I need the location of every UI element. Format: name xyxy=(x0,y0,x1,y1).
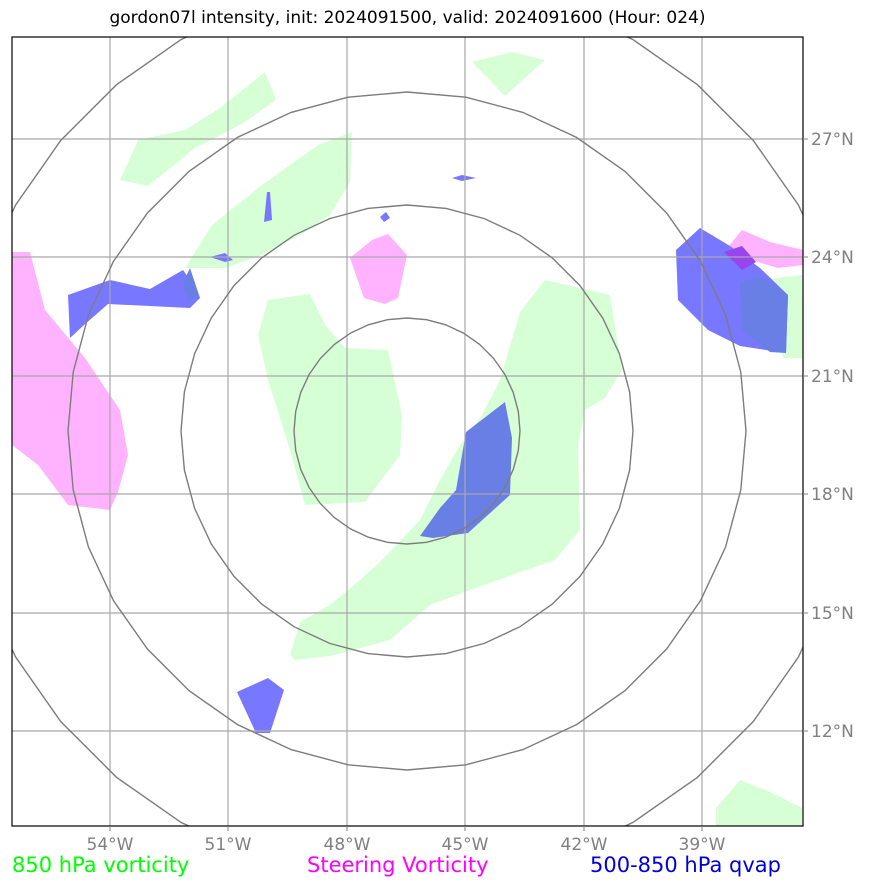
qvap-area xyxy=(724,246,756,270)
legend-qvap: 500-850 hPa qvap xyxy=(590,853,781,877)
qvap-area xyxy=(264,192,272,222)
plot-frame xyxy=(11,36,804,827)
vorticity-area xyxy=(258,294,402,505)
longitude-labels: 54°W 51°W 48°W 45°W 42°W 39°W xyxy=(87,835,726,855)
range-rings xyxy=(12,37,803,826)
lon-label: 51°W xyxy=(205,835,252,855)
range-ring-2 xyxy=(180,204,634,658)
steering-area xyxy=(350,234,407,304)
qvap-area xyxy=(68,270,200,338)
gridlines xyxy=(12,37,803,826)
lon-label: 48°W xyxy=(324,835,371,855)
range-ring-1 xyxy=(293,317,521,545)
qvap-area xyxy=(237,678,284,733)
qvap-area xyxy=(452,175,476,181)
vorticity-area xyxy=(120,72,276,186)
legend-850-vorticity: 850 hPa vorticity xyxy=(12,853,190,877)
steering-area xyxy=(12,252,128,510)
vorticity-850-areas xyxy=(120,52,803,826)
qvap-area xyxy=(740,276,788,353)
qvap-areas xyxy=(68,175,788,733)
range-ring-4 xyxy=(12,37,803,826)
lat-label: 27°N xyxy=(811,130,854,150)
steering-area xyxy=(724,230,803,268)
latitude-labels: 27°N 24°N 21°N 18°N 15°N 12°N xyxy=(811,130,854,742)
lon-label: 54°W xyxy=(87,835,134,855)
qvap-area xyxy=(380,212,390,222)
tick-marks xyxy=(109,138,808,831)
map-title: gordon07l intensity, init: 2024091500, v… xyxy=(109,8,706,28)
lat-label: 18°N xyxy=(811,485,854,505)
range-ring-3 xyxy=(67,91,747,771)
steering-vorticity-areas xyxy=(12,230,803,510)
lat-label: 24°N xyxy=(811,248,854,268)
vorticity-area xyxy=(290,280,622,660)
lon-label: 39°W xyxy=(679,835,726,855)
vorticity-area xyxy=(472,52,545,96)
lat-label: 21°N xyxy=(811,367,854,387)
lon-label: 45°W xyxy=(442,835,489,855)
lon-label: 42°W xyxy=(561,835,608,855)
qvap-area xyxy=(420,402,512,538)
qvap-area xyxy=(183,268,200,300)
lat-label: 15°N xyxy=(811,604,854,624)
lat-label: 12°N xyxy=(811,722,854,742)
legend-steering-vorticity: Steering Vorticity xyxy=(307,853,489,877)
vorticity-area xyxy=(716,780,802,826)
